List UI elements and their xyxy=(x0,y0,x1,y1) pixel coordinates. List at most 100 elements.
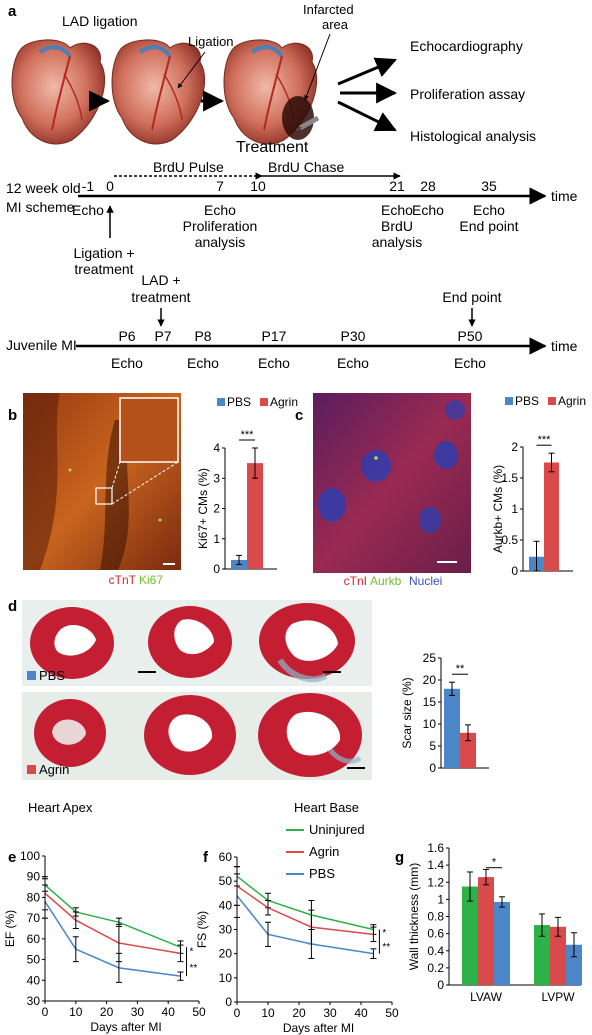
brdu-analysis-label-1: BrdU xyxy=(381,218,413,234)
y-tick-label: 60 xyxy=(219,850,233,864)
y-tick-label: 0 xyxy=(213,562,220,576)
juvenile-day-p6: P6 xyxy=(118,328,135,344)
pbs-swatch xyxy=(27,671,36,680)
bar-lvpw-uninjured xyxy=(534,925,550,985)
zoom-inset-b xyxy=(119,397,179,463)
juvenile-mi-timeline: LAD + treatment End point Juvenile MI ti… xyxy=(6,272,578,371)
y-tick-label: 50 xyxy=(27,953,41,967)
legend-swatch xyxy=(217,398,225,406)
adult-echo-day-28: Echo xyxy=(412,202,444,218)
adult-day-0: 0 xyxy=(106,178,114,194)
y-tick-label: 0.8 xyxy=(427,910,444,924)
fs-line-chart: 0 10 20 30 40 50 60 FS (%) 0 10 20 30 40 50 Days after… xyxy=(195,822,399,1035)
significance-label: *** xyxy=(538,434,552,446)
lad-treatment-label-2: treatment xyxy=(131,289,190,305)
y-tick-label: 1.2 xyxy=(427,875,444,889)
y-tick-label: 70 xyxy=(27,911,41,925)
series-line-uninjured xyxy=(236,875,374,931)
juvenile-echo-p17: Echo xyxy=(258,355,290,371)
y-axis-label: Ki67+ CMs (%) xyxy=(196,468,210,549)
y-tick-label: 90 xyxy=(27,870,41,884)
juvenile-day-p7: P7 xyxy=(154,328,171,344)
bar-lvaw-pbs xyxy=(494,901,510,985)
legend-label: Agrin xyxy=(309,844,339,859)
y-tick-label: 1.5 xyxy=(501,471,518,485)
legend-swatch xyxy=(548,397,556,405)
adult-echo-day-7: Echo xyxy=(204,202,236,218)
y-tick-label: 10 xyxy=(219,971,233,985)
heart-section-pbs-mid xyxy=(148,606,232,678)
category-label-lvpw: LVPW xyxy=(541,990,575,1004)
panel-label-d: d xyxy=(8,598,17,615)
x-axis-label: Days after MI xyxy=(90,1020,161,1034)
bar-agrin xyxy=(247,463,263,569)
y-tick-label: 15 xyxy=(423,695,437,709)
adult-mi-timeline: 12 week old MI scheme time BrdU Pulse Br… xyxy=(6,159,578,277)
y-tick-label: 60 xyxy=(27,932,41,946)
x-tick-label: 10 xyxy=(261,1006,275,1020)
ef-line-chart: 30 40 50 60 70 80 90 100 EF (%) 0 10 20 30 40 50 Days a… xyxy=(3,849,206,1034)
arrow-to-echocardiography xyxy=(337,57,397,86)
stain-label-aurkb: Aurkb xyxy=(370,574,402,588)
outcome-proliferation-assay: Proliferation assay xyxy=(410,86,525,102)
y-tick-label: 0.6 xyxy=(427,927,444,941)
outcome-echocardiography: Echocardiography xyxy=(410,38,523,54)
y-axis-label: Wall thickness (mm) xyxy=(407,863,421,971)
heart-section-pbs-apex xyxy=(30,607,114,679)
x-tick-label: 50 xyxy=(385,1006,399,1020)
lad-treatment-label-1: LAD + xyxy=(141,272,180,288)
proliferation-analysis-label-2: analysis xyxy=(195,234,246,250)
heart-base-label: Heart Base xyxy=(294,800,359,815)
y-axis-label: EF (%) xyxy=(3,910,17,947)
adult-end-point-label: End point xyxy=(459,218,518,234)
panel-label-f: f xyxy=(203,849,209,866)
micrograph-b xyxy=(23,393,181,570)
stain-label-nuclei: Nuclei xyxy=(409,574,442,588)
juvenile-scheme-name: Juvenile MI xyxy=(6,337,77,353)
x-tick-label: 0 xyxy=(234,1006,241,1020)
series-line-agrin xyxy=(44,892,181,955)
significance-label: *** xyxy=(241,429,255,441)
infarcted-area-label-1: Infarcted xyxy=(303,2,354,17)
ligation-pointer xyxy=(177,51,206,89)
stain-label-ctni: cTnI xyxy=(344,574,367,588)
juvenile-day-p50: P50 xyxy=(458,328,483,344)
y-tick-label: 0.4 xyxy=(427,944,444,958)
wall-thickness-bar-chart: 0 0.2 0.4 0.6 0.8 1 1.2 1.4 1.6 Wall thickness (m… xyxy=(407,841,582,1004)
stain-label-ki67: Ki67 xyxy=(139,573,163,587)
significance-label: ** xyxy=(456,663,465,675)
y-tick-label: 1 xyxy=(437,892,444,906)
significance-label: * xyxy=(382,928,386,939)
adult-time-label: time xyxy=(551,188,578,204)
y-tick-label: 40 xyxy=(27,973,41,987)
stain-label-ctnt: cTnT xyxy=(109,573,137,587)
panel-label-e: e xyxy=(8,849,16,866)
significance-label: ** xyxy=(382,942,390,953)
panel-label-g: g xyxy=(395,849,404,866)
significance-label: * xyxy=(190,946,194,957)
y-tick-label: 25 xyxy=(423,651,437,665)
y-tick-label: 0 xyxy=(437,978,444,992)
y-tick-label: 0.2 xyxy=(427,961,444,975)
y-tick-label: 1 xyxy=(213,532,220,546)
scar-size-bar-chart: 0 5 10 15 20 25 Scar size (%) ** xyxy=(400,651,489,775)
juvenile-end-point-label: End point xyxy=(442,289,501,305)
bar-lvpw-agrin xyxy=(550,926,566,985)
adult-day-10: 10 xyxy=(250,178,266,194)
adult-echo-day-minus1: Echo xyxy=(72,202,104,218)
y-tick-label: 5 xyxy=(429,739,436,753)
series-line-pbs xyxy=(236,895,374,955)
legend-label: Agrin xyxy=(270,395,298,409)
juvenile-echo-p6: Echo xyxy=(111,355,143,371)
x-tick-label: 40 xyxy=(354,1006,368,1020)
infarcted-area-label-2: area xyxy=(322,17,349,32)
y-axis-label: FS (%) xyxy=(195,911,209,948)
significance-label: * xyxy=(492,857,497,869)
juvenile-day-p8: P8 xyxy=(194,328,211,344)
legend-swatch xyxy=(260,398,268,406)
y-tick-label: 4 xyxy=(213,441,220,455)
x-tick-label: 50 xyxy=(192,1005,206,1019)
y-tick-label: 30 xyxy=(27,994,41,1008)
y-tick-label: 2 xyxy=(213,502,220,516)
heart-section-agrin-apex xyxy=(34,699,106,767)
